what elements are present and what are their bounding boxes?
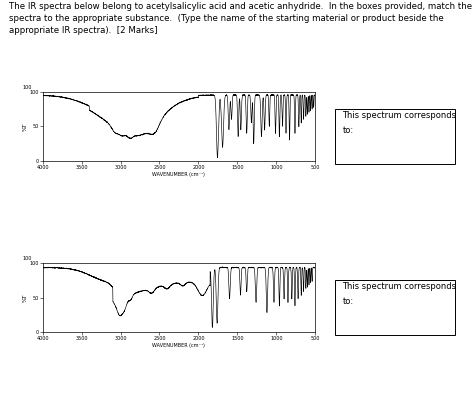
Text: to:: to: — [342, 126, 354, 135]
Text: 100: 100 — [22, 256, 32, 261]
Text: The IR spectra below belong to acetylsalicylic acid and acetic anhydride.  In th: The IR spectra below belong to acetylsal… — [9, 2, 473, 35]
Text: to:: to: — [342, 297, 354, 306]
Y-axis label: %T: %T — [23, 293, 28, 302]
FancyBboxPatch shape — [335, 109, 455, 164]
Text: This spectrum corresponds: This spectrum corresponds — [342, 282, 456, 291]
Y-axis label: %T: %T — [23, 122, 28, 131]
Text: 100: 100 — [22, 85, 32, 90]
FancyBboxPatch shape — [335, 281, 455, 335]
X-axis label: WAVENUMBER (cm⁻¹): WAVENUMBER (cm⁻¹) — [153, 343, 205, 348]
Text: This spectrum corresponds: This spectrum corresponds — [342, 111, 456, 120]
X-axis label: WAVENUMBER (cm⁻¹): WAVENUMBER (cm⁻¹) — [153, 172, 205, 177]
